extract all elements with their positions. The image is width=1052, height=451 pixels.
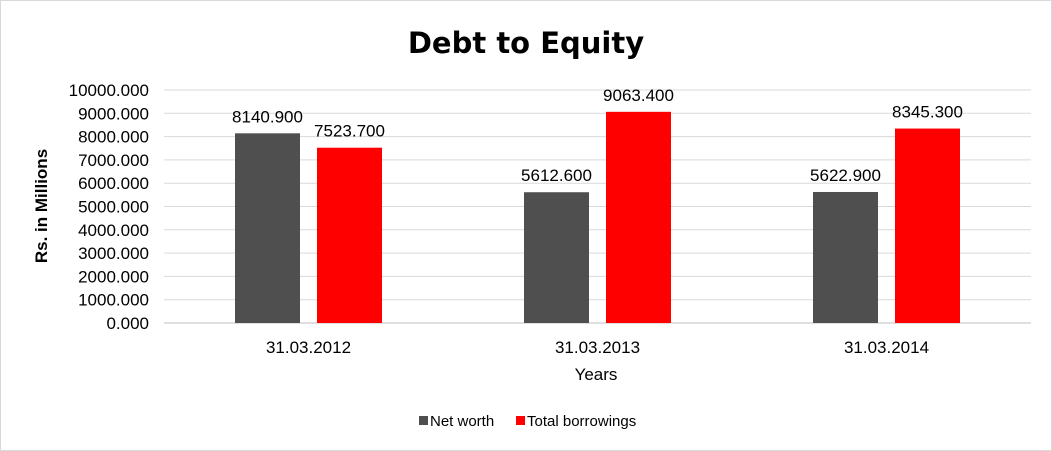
- y-tick-label: 5000.000: [78, 198, 149, 217]
- y-tick-label: 4000.000: [78, 221, 149, 240]
- y-tick-labels: 0.000 1000.000 2000.000 3000.000 4000.000 500…: [69, 81, 149, 333]
- bar-net-worth: [813, 191, 878, 323]
- data-label: 7523.700: [314, 122, 385, 141]
- bar-net-worth: [235, 133, 300, 323]
- legend-label: Net worth: [430, 413, 494, 430]
- data-label: 5622.900: [810, 166, 881, 185]
- x-tick-label: 31.03.2012: [266, 338, 351, 357]
- y-tick-label: 8000.000: [78, 128, 149, 147]
- bar-total-borrowings: [606, 111, 671, 323]
- bars: [235, 111, 960, 323]
- legend-swatch-net-worth: [419, 416, 428, 425]
- x-tick-label: 31.03.2013: [555, 338, 640, 357]
- y-tick-label: 2000.000: [78, 267, 149, 286]
- y-tick-label: 0.000: [106, 314, 149, 333]
- legend: Net worth Total borrowings: [419, 413, 636, 430]
- x-tick-labels: 31.03.2012 31.03.2013 31.03.2014: [266, 338, 929, 357]
- y-tick-label: 10000.000: [69, 81, 149, 100]
- chart-title: Debt to Equity: [408, 26, 644, 60]
- y-tick-label: 3000.000: [78, 244, 149, 263]
- y-tick-label: 9000.000: [78, 104, 149, 123]
- data-label: 8140.900: [232, 107, 303, 126]
- x-axis-title: Years: [575, 365, 618, 384]
- data-label: 5612.600: [521, 166, 592, 185]
- gridlines: [164, 89, 1031, 324]
- x-tick-label: 31.03.2014: [844, 338, 929, 357]
- y-tick-label: 1000.000: [78, 291, 149, 310]
- legend-swatch-total-borrowings: [516, 416, 525, 425]
- bar-total-borrowings: [895, 128, 960, 323]
- bar-net-worth: [524, 192, 589, 323]
- data-labels: 8140.900 7523.700 5612.600 9063.400 5622.900…: [232, 86, 963, 185]
- legend-label: Total borrowings: [527, 413, 636, 430]
- bar-total-borrowings: [317, 147, 382, 323]
- data-label: 9063.400: [603, 86, 674, 105]
- y-tick-label: 7000.000: [78, 151, 149, 170]
- y-tick-label: 6000.000: [78, 174, 149, 193]
- y-axis-title: Rs. in Millions: [32, 149, 51, 263]
- data-label: 8345.300: [892, 103, 963, 122]
